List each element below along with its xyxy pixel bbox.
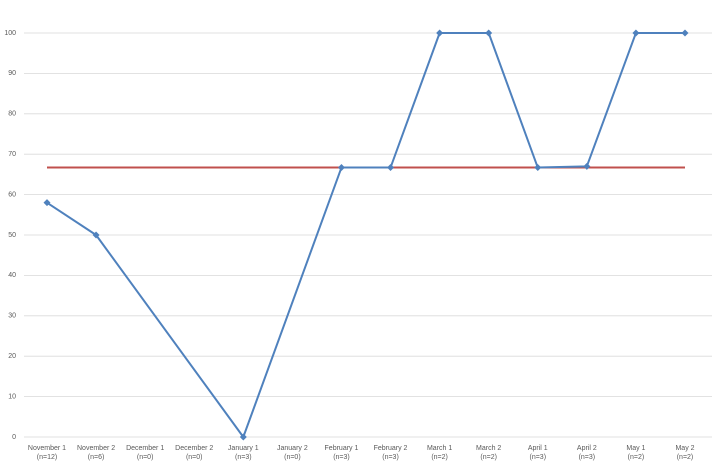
y-tick-label: 90 (8, 70, 16, 77)
x-tick-count: (n=2) (677, 454, 694, 461)
x-tick-label: December 2 (175, 445, 213, 452)
y-tick-label: 70 (8, 151, 16, 158)
point-marker (485, 29, 493, 37)
x-tick-label: May 2 (675, 445, 694, 452)
point-marker (43, 199, 51, 207)
x-tick-count: (n=2) (431, 454, 448, 461)
x-tick-label: March 1 (427, 445, 452, 452)
y-tick-label: 30 (8, 313, 16, 320)
x-tick-label: December 1 (126, 445, 164, 452)
y-tick-label: 20 (8, 353, 16, 360)
x-tick-count: (n=3) (235, 454, 252, 461)
x-tick-label: April 1 (528, 445, 548, 452)
series-line (341, 32, 685, 169)
x-tick-label: March 2 (476, 445, 501, 452)
x-tick-label: April 2 (577, 445, 597, 452)
point-marker (681, 29, 689, 37)
x-tick-count: (n=0) (137, 454, 154, 461)
x-tick-count: (n=2) (628, 454, 645, 461)
point-marker (92, 231, 100, 239)
point-marker (632, 29, 640, 37)
y-tick-label: 10 (8, 393, 16, 400)
x-tick-count: (n=6) (88, 454, 105, 461)
x-tick-count: (n=3) (382, 454, 399, 461)
point-marker (337, 164, 345, 172)
x-tick-count: (n=12) (37, 454, 57, 461)
x-tick-label: May 1 (626, 445, 645, 452)
x-tick-label: February 2 (374, 445, 408, 452)
x-tick-label: January 1 (228, 445, 259, 452)
x-tick-count: (n=3) (579, 454, 596, 461)
y-tick-label: 50 (8, 232, 16, 239)
point-marker (239, 433, 247, 441)
y-tick-label: 60 (8, 191, 16, 198)
x-tick-label: November 2 (77, 445, 115, 452)
x-tick-count: (n=3) (333, 454, 350, 461)
x-tick-label: February 1 (325, 445, 359, 452)
x-tick-count: (n=2) (480, 454, 497, 461)
y-tick-label: 40 (8, 272, 16, 279)
x-tick-count: (n=0) (186, 454, 203, 461)
x-tick-count: (n=0) (284, 454, 301, 461)
y-tick-label: 0 (12, 434, 16, 441)
series-line (46, 201, 97, 236)
gap-connector (242, 167, 343, 438)
point-marker (436, 29, 444, 37)
point-marker (534, 164, 542, 172)
y-tick-label: 80 (8, 111, 16, 118)
y-tick-label: 100 (4, 30, 16, 37)
point-marker (583, 162, 591, 170)
x-tick-count: (n=3) (529, 454, 546, 461)
x-tick-label: November 1 (28, 445, 66, 452)
x-tick-label: January 2 (277, 445, 308, 452)
point-marker (387, 164, 395, 172)
gap-connector (95, 234, 245, 438)
